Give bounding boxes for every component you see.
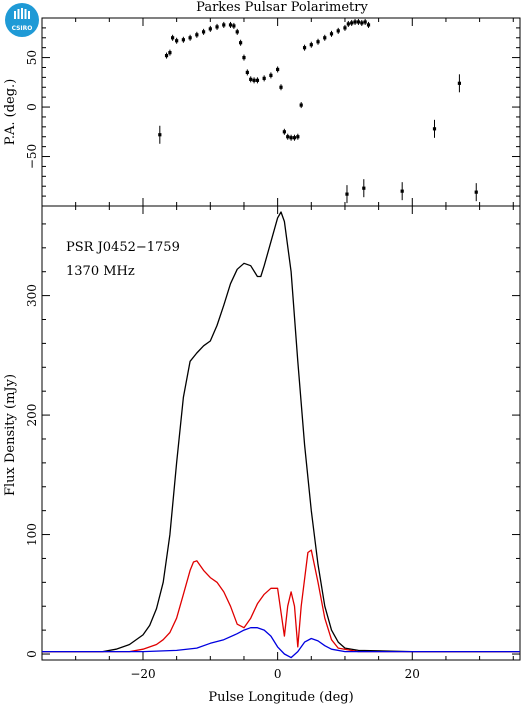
pa-point xyxy=(269,73,273,77)
flux-y-tick-label: 300 xyxy=(25,284,39,307)
pa-point xyxy=(158,133,162,137)
x-tick-label: −20 xyxy=(130,667,155,681)
x-tick-label: 20 xyxy=(405,667,420,681)
pa-point xyxy=(316,40,320,44)
total-flux-line xyxy=(42,211,520,653)
logo-bars-icon xyxy=(14,8,30,19)
pa-point xyxy=(309,43,313,47)
chart-title: Parkes Pulsar Polarimetry xyxy=(196,0,368,15)
pa-point xyxy=(282,130,286,134)
pa-y-tick-label: −50 xyxy=(25,144,39,169)
pa-y-tick-label: 50 xyxy=(25,50,39,65)
x-axis-label: Pulse Longitude (deg) xyxy=(208,690,353,705)
pa-point xyxy=(175,39,179,43)
pa-point xyxy=(400,189,404,193)
pa-point xyxy=(350,21,354,25)
logo-text: CSIRO xyxy=(12,25,33,32)
x-tick-label: 0 xyxy=(274,667,282,681)
pa-point xyxy=(292,136,297,140)
frequency-annotation: 1370 MHz xyxy=(66,264,135,279)
logo-circle xyxy=(5,3,39,37)
pa-point xyxy=(249,77,253,81)
flux-y-tick-label: 0 xyxy=(25,650,39,658)
pa-point xyxy=(168,51,172,55)
flux-ylabel: Flux Density (mJy) xyxy=(3,374,18,496)
pa-point xyxy=(208,27,212,31)
pa-point xyxy=(242,55,246,60)
pa-point xyxy=(432,127,437,131)
pa-point xyxy=(360,21,364,25)
pa-point xyxy=(329,32,334,36)
pa-point xyxy=(457,81,462,85)
pa-point xyxy=(164,54,169,58)
pa-point xyxy=(276,67,280,72)
pa-point xyxy=(215,25,219,29)
pa-point xyxy=(336,29,340,33)
pa-point xyxy=(245,70,249,75)
pa-point xyxy=(474,190,478,194)
pa-point xyxy=(195,33,199,37)
pa-point xyxy=(171,36,175,40)
pa-point xyxy=(343,26,347,30)
pa-point xyxy=(356,20,361,24)
pa-point xyxy=(362,186,366,190)
pa-point xyxy=(252,78,256,82)
pa-series xyxy=(158,18,478,204)
pa-point xyxy=(235,30,239,34)
flux-y-tick-label: 100 xyxy=(25,523,39,546)
pa-point xyxy=(299,103,303,107)
pa-panel-frame xyxy=(41,17,521,207)
pa-point xyxy=(262,76,266,80)
pa-point xyxy=(286,135,290,139)
flux-axis: 0 100 200 300 xyxy=(25,223,520,658)
pa-point xyxy=(239,41,243,45)
x-axis: −20 0 20 xyxy=(75,18,514,681)
pa-point xyxy=(232,24,236,28)
pa-point xyxy=(302,46,307,50)
flux-panel-frame xyxy=(41,205,521,661)
pa-point xyxy=(323,36,327,40)
pa-point xyxy=(363,20,367,24)
pa-point xyxy=(222,23,226,27)
pa-axis: −50 0 50 xyxy=(25,17,520,207)
psr-name-annotation: PSR J0452−1759 xyxy=(66,240,180,255)
flux-y-tick-label: 200 xyxy=(25,404,39,427)
pa-point xyxy=(346,22,350,26)
pa-point xyxy=(353,20,357,24)
pa-point xyxy=(279,85,283,89)
linear-flux-line xyxy=(42,549,520,653)
flux-series xyxy=(42,211,520,659)
pa-point xyxy=(228,23,233,27)
csiro-logo: CSIRO xyxy=(5,3,39,37)
pa-point xyxy=(181,38,185,42)
circular-flux-line xyxy=(42,627,520,659)
pa-ylabel: P.A. (deg.) xyxy=(3,79,18,146)
pa-point xyxy=(289,136,293,140)
pa-point xyxy=(255,78,260,82)
pa-point xyxy=(201,30,206,34)
pa-point xyxy=(366,23,371,27)
pa-y-tick-label: 0 xyxy=(25,103,39,111)
pa-point xyxy=(345,192,349,196)
pa-point xyxy=(188,36,192,40)
pa-point xyxy=(296,135,300,139)
